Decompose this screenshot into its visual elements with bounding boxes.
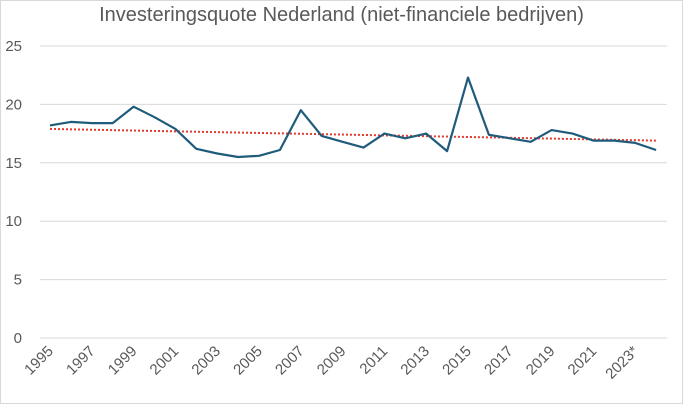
y-tick-label: 15 [5,155,22,172]
x-tick-label: 2017 [481,343,517,379]
y-tick-label: 5 [14,272,22,289]
x-tick-label: 2003 [188,343,224,379]
y-tick-label: 10 [5,213,22,230]
y-tick-label: 0 [14,330,22,347]
x-tick-label: 2005 [230,343,266,379]
x-tick-label: 2011 [356,343,391,378]
y-tick-label: 25 [5,38,22,55]
x-tick-label: 2015 [439,343,475,379]
x-tick-label: 2021 [565,343,601,379]
x-tick-label: 2001 [147,343,183,379]
x-tick-label: 2023* [602,343,642,383]
x-tick-label: 1995 [21,343,57,379]
x-tick-label: 1999 [105,343,141,379]
x-tick-label: 2009 [314,343,350,379]
chart-title: Investeringsquote Nederland (niet-financ… [99,4,584,26]
series-line-0 [49,76,657,159]
y-tick-label: 20 [5,96,22,113]
x-tick-label: 2019 [523,343,559,379]
trendline [49,127,657,142]
x-tick-label: 2013 [397,343,433,379]
x-tick-label: 1997 [63,343,99,379]
x-tick-label: 2007 [272,343,308,379]
